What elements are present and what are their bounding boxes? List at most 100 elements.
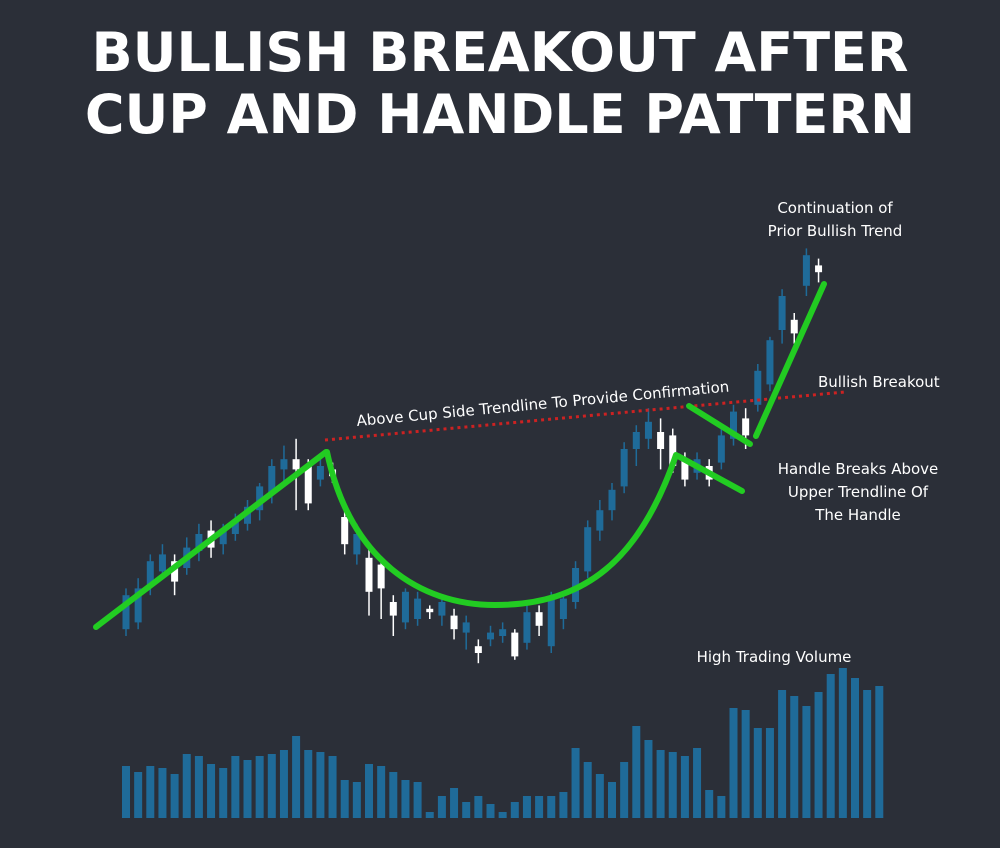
candle-body — [778, 296, 786, 330]
breakout-label: Bullish Breakout — [818, 373, 940, 391]
candle-body — [644, 421, 652, 439]
volume-bar — [608, 782, 616, 818]
volume-bar — [851, 678, 859, 818]
candle — [122, 588, 130, 636]
candle-body — [304, 466, 312, 504]
volume-bar — [170, 774, 179, 818]
volume-bar — [571, 748, 580, 818]
candle-body — [754, 370, 762, 405]
candle-body — [815, 265, 823, 273]
volume-bar — [535, 796, 544, 818]
volume-bar — [656, 750, 665, 818]
handle-label-2: Upper Trendline Of — [788, 483, 929, 501]
volume-bar — [389, 772, 398, 818]
volume-bar — [450, 788, 459, 818]
volume-bar — [365, 764, 373, 818]
candle-body — [401, 591, 409, 623]
candle-body — [341, 517, 349, 545]
candle — [608, 483, 616, 521]
candle-body — [766, 340, 774, 385]
volume-bar — [462, 802, 471, 818]
candle-body — [316, 466, 324, 480]
candle — [499, 622, 507, 643]
candle-body — [584, 527, 592, 572]
candle — [487, 625, 494, 647]
candle — [572, 561, 580, 609]
continuation-label-2: Prior Bullish Trend — [768, 222, 903, 240]
volume-bar — [182, 754, 191, 818]
volume-bar — [595, 774, 604, 818]
volume-bar — [632, 726, 641, 818]
candle-body — [146, 561, 154, 585]
candle-body — [523, 612, 531, 643]
volume-bar — [559, 792, 568, 818]
volume-bar — [826, 674, 835, 818]
candle-body — [292, 459, 300, 470]
volume-bar — [243, 760, 252, 818]
pattern-lines — [93, 281, 827, 630]
candle-body — [802, 255, 810, 286]
chart-title: BULLISH BREAKOUT AFTER CUP AND HANDLE PA… — [0, 22, 1000, 146]
volume-bar — [547, 796, 556, 818]
handle-lower-line — [675, 453, 745, 494]
candle-body — [742, 418, 750, 436]
volume-bar — [425, 812, 434, 818]
candle — [584, 520, 592, 579]
candle-body — [414, 598, 422, 619]
candle-body — [171, 561, 179, 582]
volume-bar — [437, 796, 446, 818]
candle-body — [632, 432, 640, 449]
candle — [547, 591, 555, 653]
candle-body — [438, 602, 446, 616]
breakout-trendline — [324, 390, 846, 442]
volume-bar — [352, 782, 361, 818]
candle — [341, 506, 349, 555]
volume-bar — [693, 748, 702, 818]
continuation-label-1: Continuation of — [777, 199, 893, 217]
candle — [559, 591, 567, 630]
candle-body — [365, 557, 373, 592]
candle-body — [730, 411, 737, 439]
volume-bar — [510, 802, 519, 818]
candle-body — [268, 466, 276, 494]
candle — [644, 408, 652, 449]
candle — [511, 629, 519, 660]
volume-bars — [122, 668, 884, 818]
volume-bar — [620, 762, 629, 818]
volume-bar — [741, 710, 750, 818]
candle — [134, 578, 142, 630]
candle-body — [474, 646, 482, 653]
candle — [316, 459, 324, 487]
volume-bar — [207, 764, 216, 818]
candle-body — [559, 598, 567, 619]
volume-bar — [717, 796, 726, 818]
candle-body — [256, 486, 264, 511]
volume-bar — [316, 752, 325, 818]
volume-bar — [401, 780, 410, 818]
candle — [754, 364, 762, 412]
chart-title-line-2: CUP AND HANDLE PATTERN — [84, 83, 916, 146]
candle-body — [511, 632, 519, 657]
volume-bar — [814, 692, 823, 818]
candle-body — [620, 449, 628, 487]
candle — [790, 313, 798, 344]
candle-body — [389, 602, 397, 616]
candle — [195, 523, 203, 562]
candle-body — [608, 489, 616, 511]
candle — [802, 248, 810, 296]
chart-title-line-1: BULLISH BREAKOUT AFTER — [91, 21, 909, 84]
candle-body — [353, 534, 361, 555]
candle — [474, 639, 482, 664]
candle-body — [195, 534, 203, 551]
breakout-line — [753, 281, 827, 439]
volume-bar — [304, 750, 313, 818]
candle — [377, 561, 385, 619]
handle-label-3: The Handle — [814, 506, 901, 524]
volume-bar — [522, 796, 531, 818]
candle-body — [657, 432, 665, 449]
candle — [280, 445, 288, 483]
volume-bar — [255, 756, 264, 818]
candle — [426, 605, 434, 619]
cup-curve — [324, 449, 679, 608]
candle-body — [717, 435, 725, 463]
